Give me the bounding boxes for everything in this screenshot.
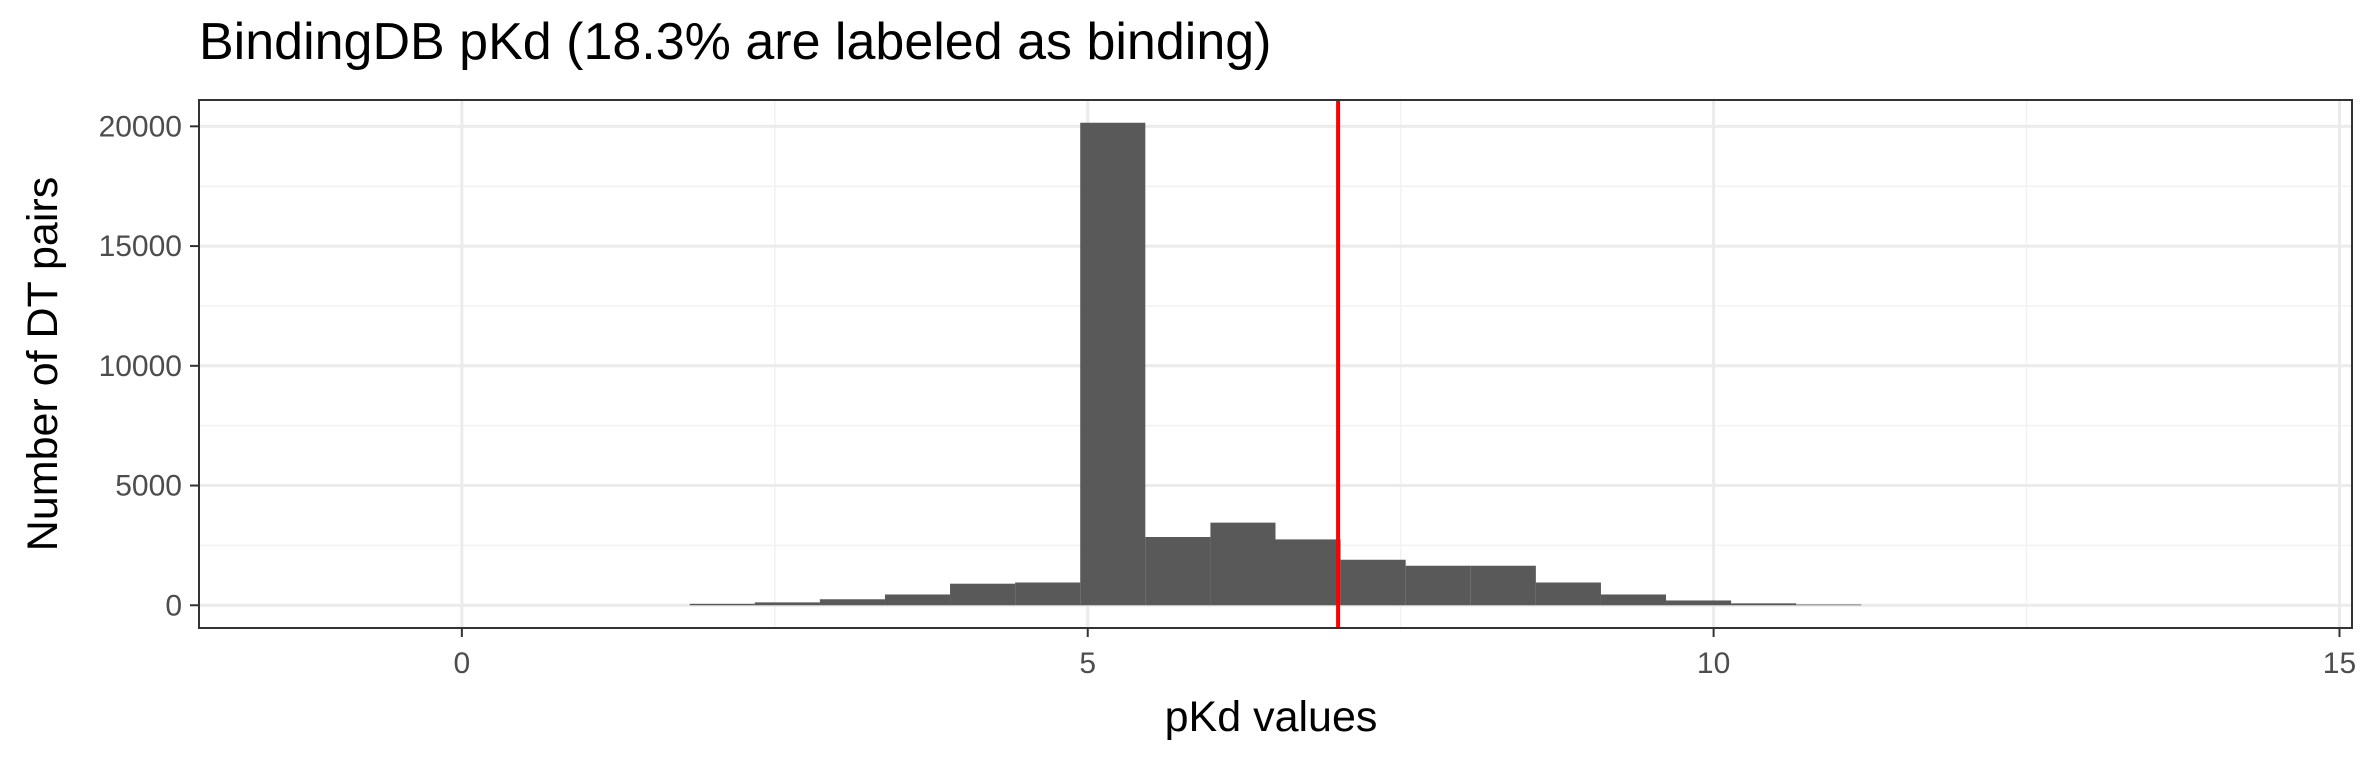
x-tick-label: 0 xyxy=(454,647,471,680)
x-tick-label: 5 xyxy=(1079,647,1096,680)
histogram-bar xyxy=(1731,603,1797,606)
histogram-bar xyxy=(819,599,885,606)
plot-panel-border xyxy=(198,99,2353,629)
y-axis-title: Number of DT pairs xyxy=(19,177,67,551)
histogram-bar xyxy=(1145,537,1211,606)
x-axis-title: pKd values xyxy=(1165,693,1378,741)
y-tick-label: 10000 xyxy=(99,350,182,383)
histogram-bar xyxy=(1796,604,1862,606)
chart-title: BindingDB pKd (18.3% are labeled as bind… xyxy=(199,13,1272,71)
histogram-bar xyxy=(950,583,1016,606)
y-tick-label: 15000 xyxy=(99,230,182,263)
histogram-bar xyxy=(1470,565,1536,606)
y-tick-label: 5000 xyxy=(115,470,182,503)
histogram-bars xyxy=(689,122,1862,606)
y-tick-label: 0 xyxy=(165,589,182,622)
histogram-bar xyxy=(1405,565,1471,606)
minor-gridlines xyxy=(199,100,2352,628)
x-tick-label: 10 xyxy=(1697,647,1730,680)
histogram-bar xyxy=(1535,582,1601,606)
y-axis: 0 5000 10000 15000 20000 xyxy=(99,110,199,622)
histogram-bar xyxy=(1015,582,1081,606)
histogram-bar xyxy=(884,594,951,606)
x-axis: 0 5 10 15 xyxy=(454,628,2356,680)
histogram-bar xyxy=(1666,600,1732,606)
y-tick-label: 20000 xyxy=(99,110,182,143)
histogram-bar xyxy=(689,603,755,606)
histogram-bar xyxy=(1275,539,1341,606)
histogram-bar xyxy=(1600,594,1667,606)
histogram-bar xyxy=(1210,522,1276,606)
histogram-bar xyxy=(1080,122,1146,606)
x-tick-label: 15 xyxy=(2323,647,2356,680)
histogram-bar xyxy=(754,602,820,606)
histogram-bar xyxy=(1340,559,1406,606)
